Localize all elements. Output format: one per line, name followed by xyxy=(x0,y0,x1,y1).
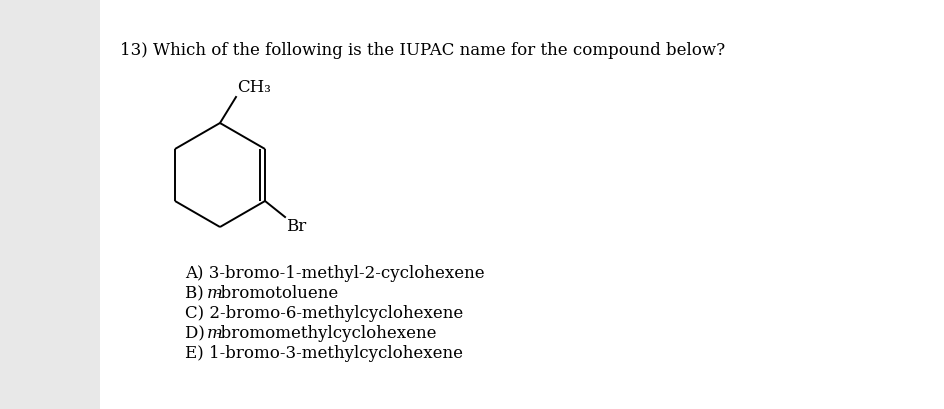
Text: B): B) xyxy=(185,285,207,302)
Text: m: m xyxy=(207,325,223,342)
Text: m: m xyxy=(207,285,223,302)
Text: 13) Which of the following is the IUPAC name for the compound below?: 13) Which of the following is the IUPAC … xyxy=(120,42,724,59)
Text: A) 3-bromo-1-methyl-2-cyclohexene: A) 3-bromo-1-methyl-2-cyclohexene xyxy=(185,265,484,282)
Text: CH₃: CH₃ xyxy=(237,79,271,96)
Text: D): D) xyxy=(185,325,208,342)
Text: -bromomethylcyclohexene: -bromomethylcyclohexene xyxy=(215,325,436,342)
Bar xyxy=(0,0,100,409)
Text: C) 2-bromo-6-methylcyclohexene: C) 2-bromo-6-methylcyclohexene xyxy=(185,305,463,322)
Text: Br: Br xyxy=(286,218,306,235)
Text: -bromotoluene: -bromotoluene xyxy=(215,285,338,302)
Text: E) 1-bromo-3-methylcyclohexene: E) 1-bromo-3-methylcyclohexene xyxy=(185,345,463,362)
